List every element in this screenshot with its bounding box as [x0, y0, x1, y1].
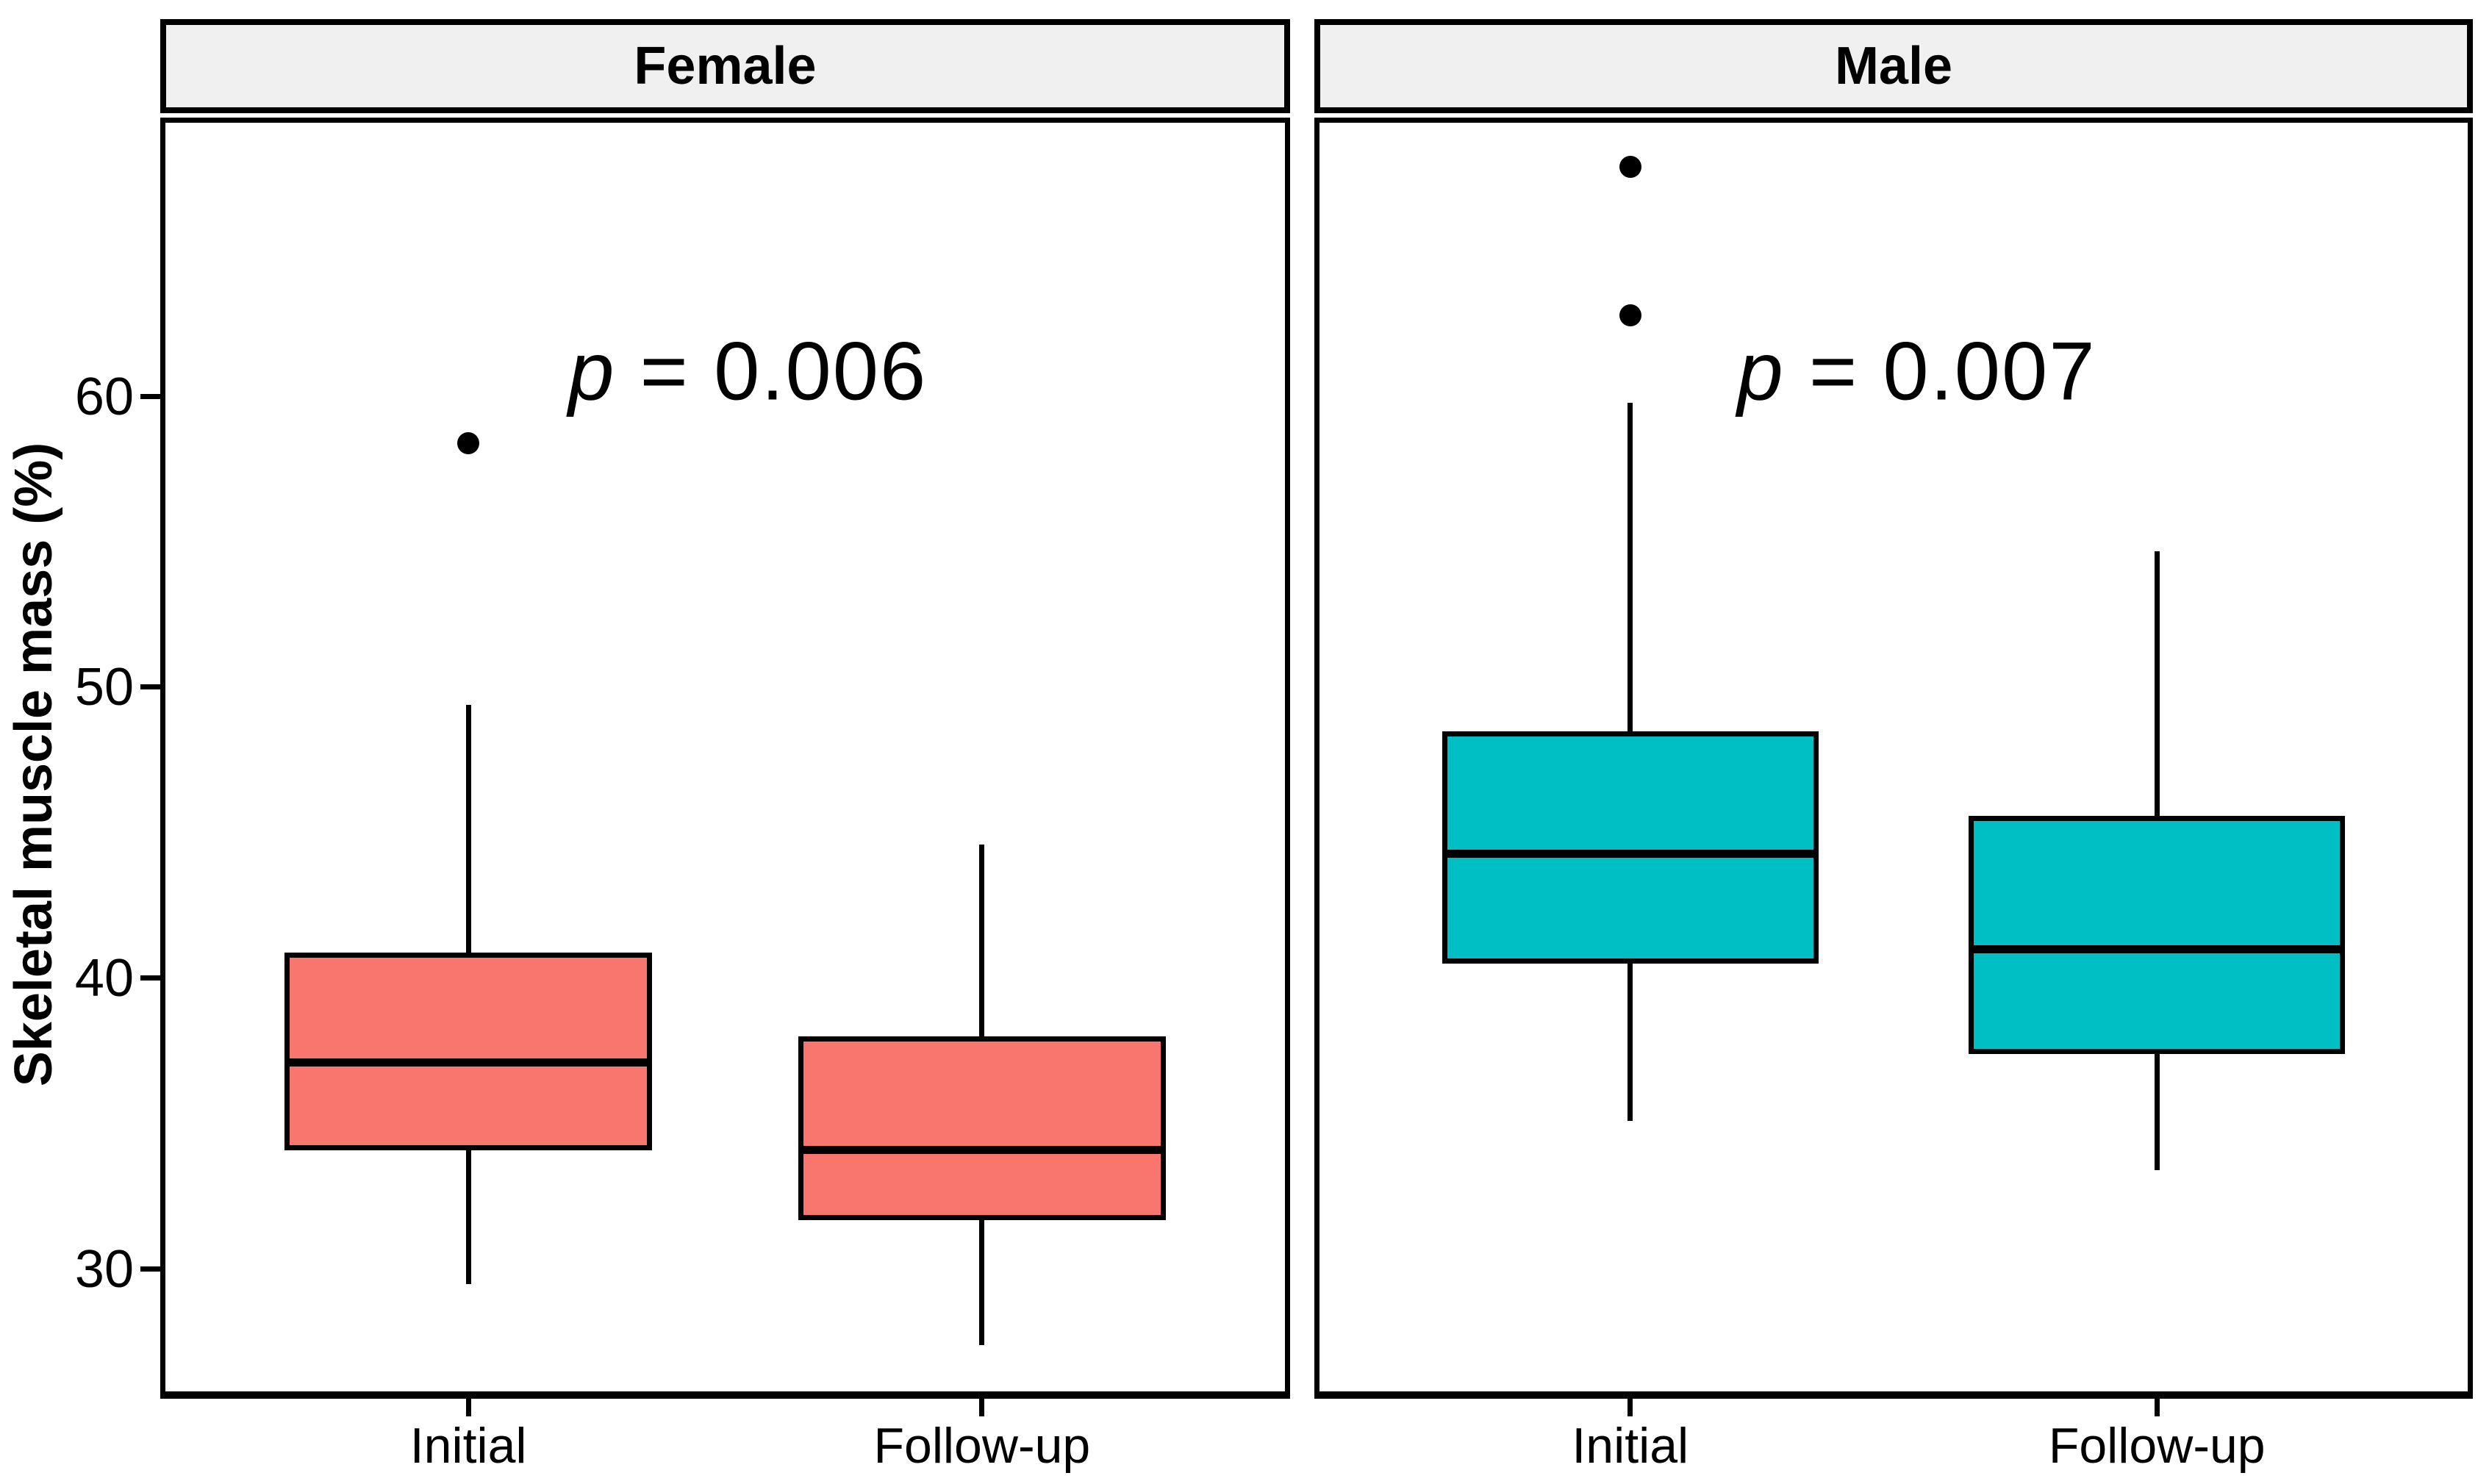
y-tick-mark	[140, 975, 160, 981]
p-value-annotation: p = 0.006	[568, 325, 928, 417]
whisker-lower	[1627, 958, 1633, 1122]
box-follow-up	[1969, 815, 2346, 1055]
y-tick-mark	[140, 393, 160, 399]
whisker-upper	[1627, 402, 1633, 737]
facet-strip: Female	[160, 19, 1290, 113]
facet-panel-female: Female p = 0.006 Initial Follow-up	[160, 0, 1290, 1484]
y-tick-label: 50	[74, 658, 134, 717]
y-tick-label: 60	[74, 367, 134, 426]
whisker-upper	[979, 845, 985, 1043]
median-line	[798, 1146, 1166, 1155]
x-axis-tick	[979, 1397, 985, 1416]
outlier-point	[457, 432, 480, 455]
whisker-lower	[979, 1214, 985, 1345]
p-value-annotation: p = 0.007	[1737, 325, 2096, 417]
whisker-lower	[465, 1144, 471, 1284]
y-tick-label: 30	[74, 1239, 134, 1299]
y-tick-mark	[140, 684, 160, 690]
x-axis-tick	[1627, 1397, 1633, 1416]
x-axis-label: Follow-up	[2048, 1418, 2266, 1474]
box-follow-up	[798, 1036, 1166, 1220]
facet-strip-label: Male	[1834, 37, 1953, 96]
facet-strip: Male	[1314, 19, 2473, 113]
whisker-lower	[2154, 1048, 2160, 1171]
y-axis-title: Skeletal muscle mass (%)	[4, 442, 63, 1087]
y-tick-label: 40	[74, 949, 134, 1008]
x-axis-tick	[465, 1397, 471, 1416]
box-initial	[284, 952, 652, 1150]
facet-panel-male: Male p = 0.007 Initial Follow-up	[1314, 0, 2473, 1484]
whisker-upper	[2154, 551, 2160, 822]
outlier-point	[1619, 304, 1641, 327]
whisker-upper	[465, 705, 471, 958]
x-axis-tick	[2154, 1397, 2160, 1416]
outlier-point	[1619, 156, 1641, 179]
x-axis-label: Follow-up	[873, 1418, 1091, 1474]
x-axis-label: Initial	[1572, 1418, 1689, 1474]
box-initial	[1442, 731, 1819, 964]
y-tick-mark	[140, 1266, 160, 1272]
facet-strip-label: Female	[634, 37, 817, 96]
median-line	[284, 1058, 652, 1067]
x-axis-label: Initial	[409, 1418, 527, 1474]
median-line	[1442, 849, 1819, 858]
median-line	[1969, 945, 2346, 954]
